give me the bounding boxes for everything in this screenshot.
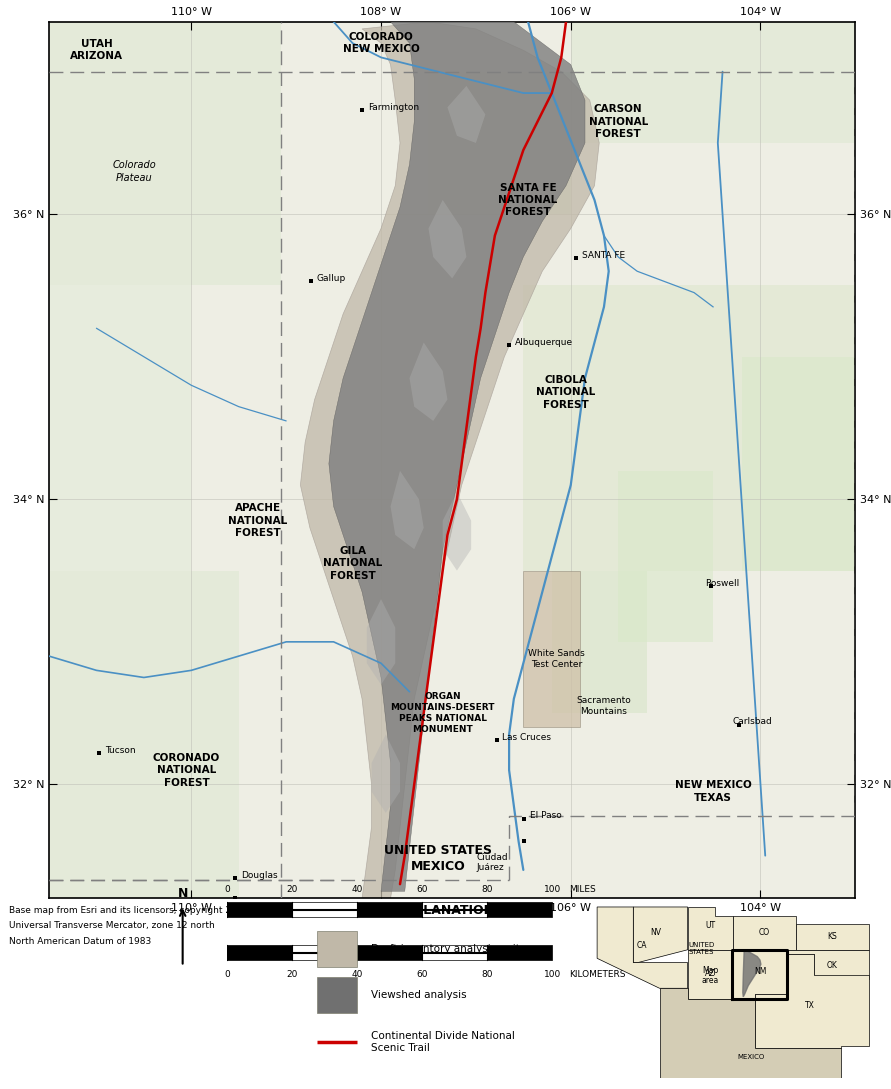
Text: Draft inventory analysis unit: Draft inventory analysis unit bbox=[371, 944, 519, 954]
Text: OK: OK bbox=[827, 960, 838, 969]
Polygon shape bbox=[372, 734, 400, 812]
Text: APACHE
NATIONAL
FOREST: APACHE NATIONAL FOREST bbox=[228, 503, 287, 538]
Text: Continental Divide National
Scenic Trail: Continental Divide National Scenic Trail bbox=[371, 1031, 514, 1053]
Text: 100: 100 bbox=[544, 970, 561, 979]
Text: 20: 20 bbox=[287, 970, 298, 979]
Polygon shape bbox=[688, 950, 733, 999]
Text: UT: UT bbox=[705, 921, 715, 930]
Text: CA: CA bbox=[637, 941, 648, 950]
Text: 80: 80 bbox=[482, 885, 493, 894]
Text: KS: KS bbox=[828, 932, 838, 941]
Polygon shape bbox=[429, 72, 571, 215]
Text: Ciudad
Juárez: Ciudad Juárez bbox=[477, 853, 509, 872]
Text: CIBOLA
NATIONAL
FOREST: CIBOLA NATIONAL FOREST bbox=[536, 375, 596, 409]
Polygon shape bbox=[447, 86, 486, 143]
Text: TX: TX bbox=[805, 1001, 814, 1010]
Text: CORONADO
NATIONAL
FOREST: CORONADO NATIONAL FOREST bbox=[153, 752, 220, 787]
Text: White Sands
Test Center: White Sands Test Center bbox=[528, 649, 584, 669]
Text: Colorado
Plateau: Colorado Plateau bbox=[112, 160, 156, 183]
Polygon shape bbox=[634, 907, 688, 963]
Text: 40: 40 bbox=[352, 970, 363, 979]
Text: 100: 100 bbox=[544, 885, 561, 894]
Polygon shape bbox=[733, 950, 787, 999]
Text: UNITED STATES
MEXICO: UNITED STATES MEXICO bbox=[384, 844, 492, 873]
Bar bbox=[317, 978, 357, 1014]
Text: El Paso: El Paso bbox=[530, 811, 561, 820]
Text: Gallup: Gallup bbox=[316, 273, 346, 283]
Polygon shape bbox=[743, 950, 761, 996]
Text: 20: 20 bbox=[287, 885, 298, 894]
Text: Douglas: Douglas bbox=[241, 871, 277, 880]
Text: UTAH
ARIZONA: UTAH ARIZONA bbox=[69, 39, 123, 61]
Text: EXPLANATION: EXPLANATION bbox=[396, 904, 495, 917]
Polygon shape bbox=[49, 285, 192, 571]
Polygon shape bbox=[618, 470, 713, 641]
Text: NV: NV bbox=[650, 928, 661, 938]
Polygon shape bbox=[523, 285, 855, 571]
Text: KILOMETERS: KILOMETERS bbox=[568, 970, 625, 979]
Polygon shape bbox=[429, 200, 466, 279]
Text: N: N bbox=[177, 886, 188, 900]
Text: SANTA FE
NATIONAL
FOREST: SANTA FE NATIONAL FOREST bbox=[498, 183, 558, 218]
Text: CARSON
NATIONAL
FOREST: CARSON NATIONAL FOREST bbox=[589, 105, 648, 139]
Text: SANTA FE: SANTA FE bbox=[582, 252, 625, 260]
Text: North American Datum of 1983: North American Datum of 1983 bbox=[9, 937, 151, 945]
Text: CO: CO bbox=[759, 928, 770, 938]
Polygon shape bbox=[300, 22, 600, 898]
Polygon shape bbox=[443, 492, 471, 571]
Text: Viewshed analysis: Viewshed analysis bbox=[371, 991, 466, 1001]
Polygon shape bbox=[49, 22, 282, 285]
Text: GILA
NATIONAL
FOREST: GILA NATIONAL FOREST bbox=[323, 546, 382, 580]
Polygon shape bbox=[733, 916, 797, 950]
Polygon shape bbox=[552, 571, 647, 713]
Text: Farmington: Farmington bbox=[368, 102, 419, 112]
Polygon shape bbox=[787, 950, 869, 979]
Polygon shape bbox=[49, 571, 239, 898]
Text: Map
area: Map area bbox=[701, 966, 719, 986]
Text: AZ: AZ bbox=[705, 969, 715, 978]
Text: 80: 80 bbox=[482, 970, 493, 979]
Text: 40: 40 bbox=[352, 885, 363, 894]
Polygon shape bbox=[741, 357, 855, 571]
Text: NEW MEXICO
TEXAS: NEW MEXICO TEXAS bbox=[674, 781, 751, 803]
Text: Carlsbad: Carlsbad bbox=[733, 718, 772, 726]
Polygon shape bbox=[597, 907, 688, 989]
Text: MILES: MILES bbox=[568, 885, 595, 894]
Text: Las Cruces: Las Cruces bbox=[503, 733, 552, 742]
Polygon shape bbox=[755, 954, 869, 1048]
Text: NM: NM bbox=[754, 967, 766, 976]
Text: COLORADO
NEW MEXICO: COLORADO NEW MEXICO bbox=[343, 32, 420, 54]
Text: 60: 60 bbox=[417, 885, 428, 894]
Text: Base map from Esri and its licensors, copyright 2024: Base map from Esri and its licensors, co… bbox=[9, 906, 248, 915]
Polygon shape bbox=[571, 22, 855, 143]
Polygon shape bbox=[410, 343, 447, 421]
Text: UNITED
STATES: UNITED STATES bbox=[688, 942, 715, 955]
Text: Tucson: Tucson bbox=[105, 746, 135, 755]
Text: MEXICO: MEXICO bbox=[738, 1054, 764, 1060]
Text: Albuquerque: Albuquerque bbox=[515, 338, 573, 347]
Text: Roswell: Roswell bbox=[706, 579, 740, 588]
Text: Agua Prieta: Agua Prieta bbox=[241, 908, 293, 917]
Text: 60: 60 bbox=[417, 970, 428, 979]
Text: Sacramento
Mountains: Sacramento Mountains bbox=[576, 696, 632, 717]
Polygon shape bbox=[390, 470, 424, 549]
Text: 0: 0 bbox=[225, 885, 230, 894]
Polygon shape bbox=[367, 599, 396, 685]
Polygon shape bbox=[797, 925, 869, 950]
Text: Universal Transverse Mercator, zone 12 north: Universal Transverse Mercator, zone 12 n… bbox=[9, 921, 215, 930]
Bar bbox=[317, 931, 357, 967]
Polygon shape bbox=[329, 22, 585, 891]
Polygon shape bbox=[660, 989, 841, 1078]
Polygon shape bbox=[688, 907, 733, 950]
Text: 0: 0 bbox=[225, 970, 230, 979]
Bar bbox=[523, 571, 580, 727]
Text: ORGAN
MOUNTAINS-DESERT
PEAKS NATIONAL
MONUMENT: ORGAN MOUNTAINS-DESERT PEAKS NATIONAL MO… bbox=[390, 692, 495, 734]
